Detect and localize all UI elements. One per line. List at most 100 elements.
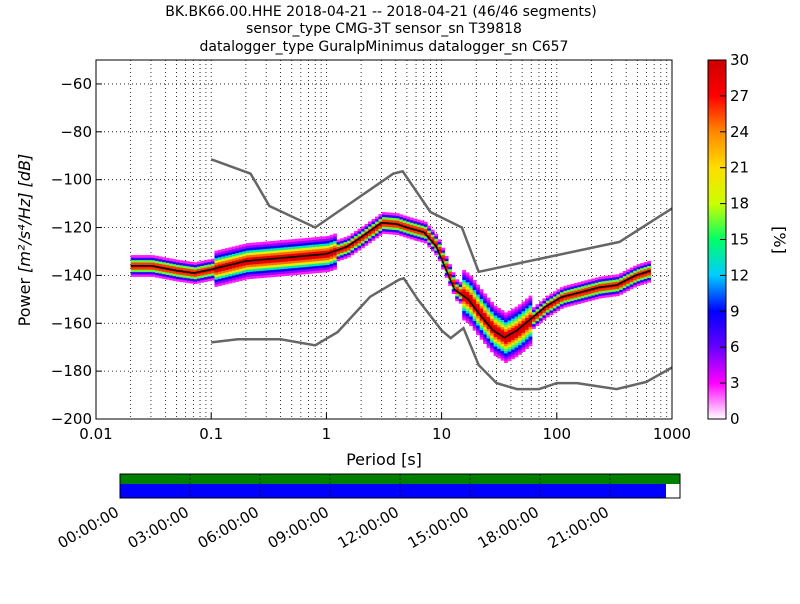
heatmap-cell [235, 274, 240, 278]
heatmap-cell [148, 271, 152, 275]
heatmap-cell [221, 260, 226, 264]
heatmap-cell [542, 315, 547, 318]
heatmap-cell [207, 276, 212, 279]
heatmap-cell [469, 323, 473, 327]
heatmap-cell [434, 250, 439, 254]
heatmap-cell [294, 272, 299, 276]
heatmap-cell [525, 315, 529, 318]
heatmap-cell [395, 227, 400, 231]
heatmap-cell [256, 251, 261, 255]
heatmap-cell [486, 307, 491, 310]
heatmap-cell [200, 263, 205, 266]
timeline-tick-label: 00:00:00 [55, 503, 122, 552]
heatmap-cell [521, 339, 526, 343]
heatmap-cell [640, 267, 644, 271]
heatmap-cell [472, 280, 477, 283]
heatmap-cell [200, 267, 205, 271]
heatmap-cell [329, 239, 334, 243]
heatmap-cell [270, 250, 275, 254]
heatmap-cell [200, 272, 205, 276]
heatmap-cell [287, 261, 292, 264]
heatmap-cell [559, 299, 564, 302]
heatmap-cell [371, 228, 376, 232]
heatmap-cell [479, 291, 484, 295]
heatmap-cell [556, 303, 561, 307]
heatmap-cell [545, 309, 550, 313]
heatmap-cell [500, 310, 505, 313]
heatmap-cell [291, 270, 296, 273]
heatmap-cell [203, 260, 208, 263]
heatmap-cell [521, 320, 526, 324]
heatmap-cell [374, 230, 379, 234]
heatmap-cell [259, 270, 264, 274]
heatmap-cell [626, 269, 631, 272]
heatmap-cell [580, 286, 585, 289]
heatmap-cell [521, 332, 526, 336]
heatmap-cell [566, 284, 571, 288]
heatmap-cell [176, 274, 180, 277]
heatmap-cell [434, 238, 439, 242]
heatmap-cell [514, 328, 519, 331]
heatmap-cell [357, 245, 362, 249]
heatmap-cell [528, 314, 533, 318]
heatmap-cell [493, 317, 498, 321]
heatmap-cell [242, 243, 247, 247]
heatmap-cell [392, 227, 397, 230]
heatmap-cell [217, 280, 222, 284]
heatmap-cell [354, 231, 358, 234]
heatmap-cell [273, 252, 278, 256]
heatmap-cell [416, 231, 421, 235]
heatmap-cell [252, 266, 257, 270]
heatmap-cell [364, 226, 369, 230]
heatmap-cell [221, 268, 226, 271]
heatmap-cell [301, 271, 306, 275]
heatmap-cell [221, 280, 226, 283]
heatmap-cell [284, 239, 289, 243]
heatmap-cell [416, 221, 421, 225]
heatmap-cell [273, 271, 278, 275]
heatmap-cell [455, 281, 460, 285]
heatmap-cell [196, 263, 201, 267]
heatmap-cell [224, 260, 229, 263]
heatmap-cell [427, 225, 432, 229]
heatmap-cell [245, 255, 250, 258]
heatmap-cell [423, 235, 428, 239]
heatmap-cell [134, 274, 138, 277]
heatmap-cell [619, 287, 624, 290]
heatmap-cell [497, 317, 501, 321]
heatmap-cell [315, 270, 320, 274]
heatmap-cell [193, 264, 198, 268]
heatmap-cell [476, 330, 480, 333]
heatmap-cell [465, 286, 470, 290]
heatmap-cell [486, 321, 491, 325]
heatmap-cell [514, 349, 519, 353]
heatmap-cell [347, 250, 351, 253]
heatmap-cell [500, 355, 505, 359]
heatmap-cell [263, 275, 268, 278]
heatmap-cell [319, 243, 323, 247]
heatmap-cell [507, 341, 512, 345]
heatmap-cell [322, 257, 327, 261]
heatmap-cell [507, 353, 512, 357]
heatmap-cell [511, 342, 515, 345]
heatmap-cell [504, 317, 508, 320]
heatmap-cell [423, 226, 428, 230]
heatmap-cell [287, 265, 292, 269]
heatmap-cell [493, 322, 498, 326]
heatmap-cell [559, 303, 564, 307]
heatmap-cell [465, 305, 470, 309]
heatmap-cell [469, 285, 473, 288]
heatmap-cell [155, 274, 159, 278]
heatmap-cell [144, 269, 149, 273]
heatmap-cell [319, 262, 323, 266]
heatmap-cell [347, 247, 351, 251]
heatmap-cell [367, 221, 372, 225]
heatmap-cell [608, 277, 613, 281]
heatmap-cell [559, 294, 564, 298]
heatmap-cell [622, 282, 627, 286]
heatmap-cell [490, 340, 494, 343]
heatmap-cell [507, 313, 512, 316]
heatmap-cell [256, 261, 261, 265]
heatmap-cell [462, 284, 467, 288]
heatmap-cell [196, 280, 201, 284]
